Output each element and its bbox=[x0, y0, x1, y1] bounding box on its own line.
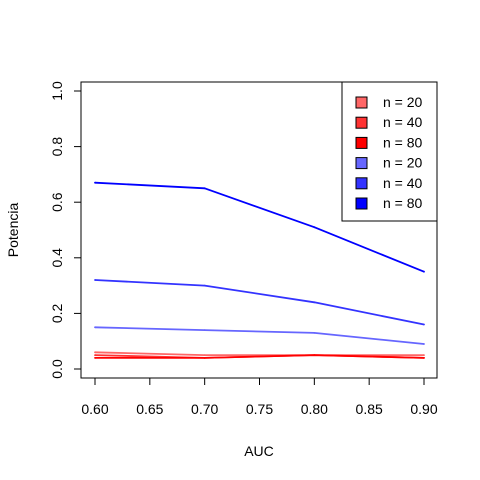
legend-swatch-2 bbox=[355, 136, 368, 149]
y-tick-label-3: 0.6 bbox=[49, 192, 65, 212]
series-4-point-2 bbox=[313, 301, 316, 304]
legend-label-4: n = 40 bbox=[383, 175, 423, 191]
series-5-point-1 bbox=[203, 187, 206, 190]
series-2-point-0 bbox=[94, 357, 96, 359]
x-axis: 0.60 0.65 0.70 0.75 0.80 0.85 0.90 bbox=[81, 377, 438, 417]
series-4-point-1 bbox=[203, 284, 206, 287]
x-axis-label: AUC bbox=[244, 443, 274, 459]
legend-label-1: n = 40 bbox=[383, 114, 423, 130]
x-tick-label-5: 0.85 bbox=[356, 401, 383, 417]
y-tick-label-2: 0.4 bbox=[49, 248, 65, 268]
series-line-2 bbox=[95, 354, 425, 359]
legend-swatch-0 bbox=[355, 96, 368, 109]
series-line-0 bbox=[94, 351, 424, 357]
legend-label-2: n = 80 bbox=[383, 134, 423, 150]
x-tick-label-0: 0.60 bbox=[81, 401, 108, 417]
series-0-point-3 bbox=[423, 354, 425, 356]
legend-label-3: n = 20 bbox=[383, 155, 423, 171]
series-0-point-1 bbox=[203, 354, 206, 356]
y-tick-label-4: 0.8 bbox=[49, 137, 65, 157]
series-5-point-0 bbox=[94, 181, 96, 184]
y-axis: 0.0 0.2 0.4 0.6 0.8 1.0 bbox=[49, 81, 82, 379]
series-3-point-1 bbox=[203, 329, 206, 331]
legend-label-5: n = 80 bbox=[383, 195, 423, 211]
legend-swatch-1 bbox=[355, 116, 368, 129]
series-2-point-3 bbox=[423, 357, 425, 359]
series-3-point-2 bbox=[313, 332, 316, 334]
y-tick-label-1: 0.2 bbox=[49, 303, 65, 323]
series-3-point-0 bbox=[94, 326, 96, 329]
legend-swatch-3 bbox=[355, 157, 368, 170]
x-tick-label-3: 0.75 bbox=[246, 401, 273, 417]
legend: n = 20 n = 40 n = 80 n = 20 n = 40 n = 80 bbox=[341, 81, 438, 222]
series-3-point-3 bbox=[423, 343, 425, 345]
series-2-point-1 bbox=[203, 357, 206, 359]
x-tick-label-2: 0.70 bbox=[191, 401, 218, 417]
y-tick-label-0: 0.0 bbox=[49, 359, 65, 379]
series-2-point-2 bbox=[313, 354, 316, 356]
series-4-point-3 bbox=[423, 323, 425, 326]
series-0-point-0 bbox=[94, 351, 96, 354]
series-line-4 bbox=[94, 279, 425, 326]
y-tick-label-5: 1.0 bbox=[49, 81, 65, 101]
x-tick-label-4: 0.80 bbox=[301, 401, 328, 417]
x-tick-label-6: 0.90 bbox=[410, 401, 437, 417]
series-1-point-0 bbox=[94, 354, 96, 356]
y-axis-label: Potencia bbox=[5, 203, 21, 258]
legend-swatch-4 bbox=[355, 177, 368, 190]
series-4-point-0 bbox=[94, 279, 96, 281]
legend-label-0: n = 20 bbox=[383, 94, 423, 110]
series-line-5 bbox=[94, 181, 425, 273]
series-5-point-2 bbox=[313, 226, 316, 229]
series-layer bbox=[94, 181, 425, 359]
series-5-point-3 bbox=[423, 270, 425, 273]
legend-swatch-5 bbox=[355, 197, 368, 210]
x-tick-label-1: 0.65 bbox=[136, 401, 163, 417]
series-line-3 bbox=[94, 326, 425, 345]
